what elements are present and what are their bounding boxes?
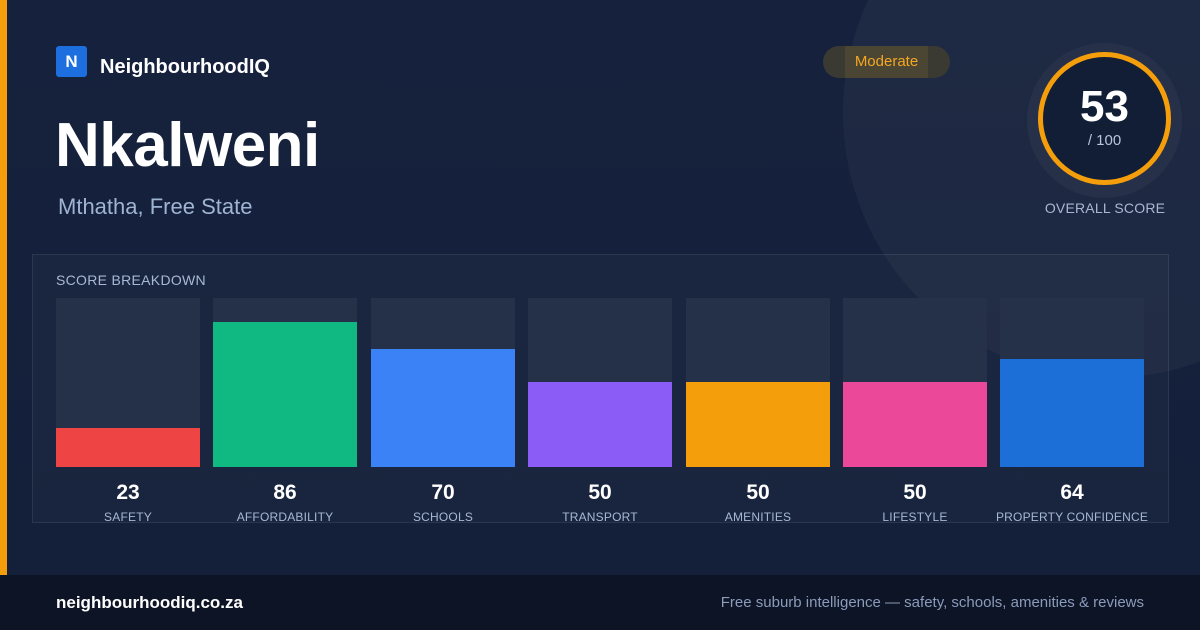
overall-score-value: 53 xyxy=(1080,82,1129,131)
bar-track xyxy=(371,298,515,467)
bar-value: 86 xyxy=(273,481,297,504)
bar-value: 50 xyxy=(903,481,927,504)
rating-badge-highlight xyxy=(845,46,928,78)
bar-track xyxy=(56,298,200,467)
bar-fill xyxy=(213,322,357,467)
bar-track xyxy=(686,298,830,467)
bar-fill xyxy=(843,382,987,467)
bar-fill xyxy=(686,382,830,467)
share-card: N NeighbourhoodIQ Nkalweni Mthatha, Free… xyxy=(0,0,1200,575)
bar-track xyxy=(528,298,672,467)
bar-label: PROPERTY CONFIDENCE xyxy=(995,510,1149,524)
bar-value: 70 xyxy=(431,481,455,504)
bar-label: SCHOOLS xyxy=(412,510,474,524)
footer-url[interactable]: neighbourhoodiq.co.za xyxy=(56,593,243,612)
overall-score-ring xyxy=(1038,52,1171,185)
bar-value: 64 xyxy=(1060,481,1084,504)
brand-name: NeighbourhoodIQ xyxy=(100,56,270,78)
bar-label: SAFETY xyxy=(104,510,152,524)
score-breakdown-panel: SCORE BREAKDOWN 23 SAFETY 86 AFFORDABILITY 7… xyxy=(32,254,1169,524)
rating-badge-label: Moderate xyxy=(854,53,919,70)
bar-label: LIFESTYLE xyxy=(882,510,948,524)
bar-fill xyxy=(371,349,515,467)
overall-score-max: / 100 xyxy=(1087,132,1122,149)
bar-label: TRANSPORT xyxy=(562,510,638,524)
overall-score-label: OVERALL SCORE xyxy=(1044,200,1166,216)
bar-track xyxy=(213,298,357,467)
score-breakdown-title: SCORE BREAKDOWN xyxy=(56,272,206,288)
bar-fill xyxy=(528,382,672,467)
bar-value: 50 xyxy=(588,481,612,504)
brand-logo-icon: N xyxy=(56,46,87,77)
brand[interactable]: N NeighbourhoodIQ xyxy=(56,46,270,78)
suburb-name: Nkalweni xyxy=(55,111,320,180)
footer-tagline: Free suburb intelligence — safety, schoo… xyxy=(720,594,1144,611)
bar-label: AFFORDABILITY xyxy=(236,510,334,524)
bar-fill xyxy=(1000,359,1144,467)
bar-track xyxy=(1000,298,1144,467)
rating-badge: Moderate xyxy=(823,46,950,78)
suburb-location: Mthatha, Free State xyxy=(58,194,253,219)
bar-fill xyxy=(56,428,200,467)
footer: neighbourhoodiq.co.za Free suburb intell… xyxy=(0,575,1200,630)
bar-label: AMENITIES xyxy=(724,510,792,524)
accent-bar xyxy=(0,0,7,575)
bar-track xyxy=(843,298,987,467)
bar-value: 50 xyxy=(746,481,770,504)
bar-value: 23 xyxy=(116,481,140,504)
